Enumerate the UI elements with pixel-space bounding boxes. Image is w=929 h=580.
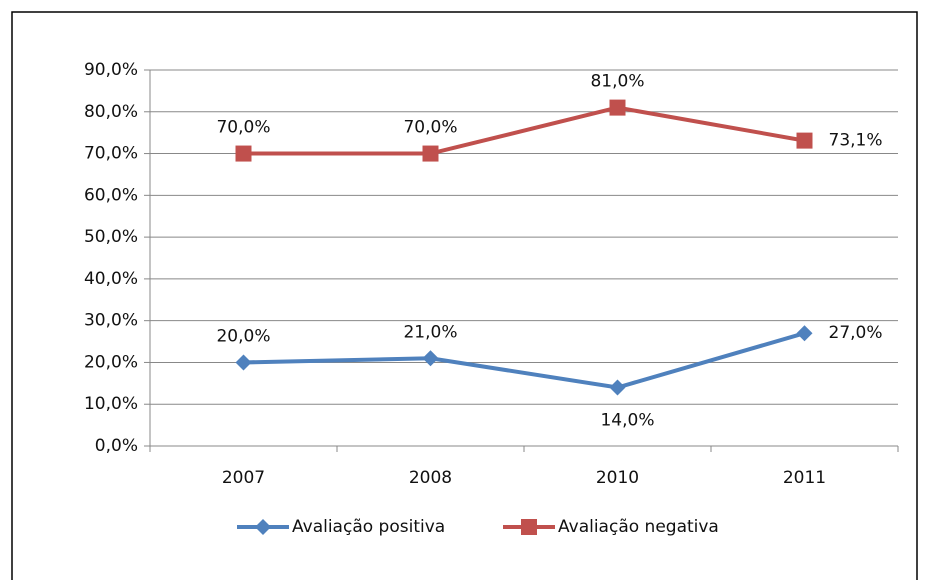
y-tick-label: 0,0% [95,436,138,456]
x-tick-label: 2007 [222,468,265,488]
point [255,519,271,535]
data-label: 20,0% [216,326,270,346]
x-tick-label: 2008 [409,468,452,488]
point [521,519,537,535]
point [796,132,813,149]
y-tick-label: 50,0% [84,227,138,247]
data-label: 70,0% [403,118,457,138]
point [235,145,252,162]
data-label: 14,0% [600,411,654,431]
x-tick-label: 2011 [783,468,826,488]
data-label: 73,1% [829,131,883,151]
series-line [243,105,805,156]
series-line [243,331,806,390]
x-tick-label: 2010 [596,468,639,488]
point [609,99,626,116]
legend-label: Avaliação negativa [558,517,719,537]
frame [11,11,918,580]
y-tick-label: 80,0% [84,102,138,122]
point [422,145,439,162]
y-tick-label: 60,0% [84,185,138,205]
point [422,350,439,367]
data-label: 81,0% [590,72,644,92]
point [796,325,813,342]
y-tick-label: 30,0% [84,311,138,331]
data-label: 70,0% [216,118,270,138]
y-tick-label: 70,0% [84,144,138,164]
data-label: 27,0% [829,323,883,343]
y-tick-label: 20,0% [84,352,138,372]
data-label: 21,0% [403,322,457,342]
y-tick-label: 40,0% [84,269,138,289]
y-tick-label: 10,0% [84,394,138,414]
legend-label: Avaliação positiva [292,517,445,537]
point [235,354,252,371]
y-tick-label: 90,0% [84,60,138,80]
point [609,379,626,396]
